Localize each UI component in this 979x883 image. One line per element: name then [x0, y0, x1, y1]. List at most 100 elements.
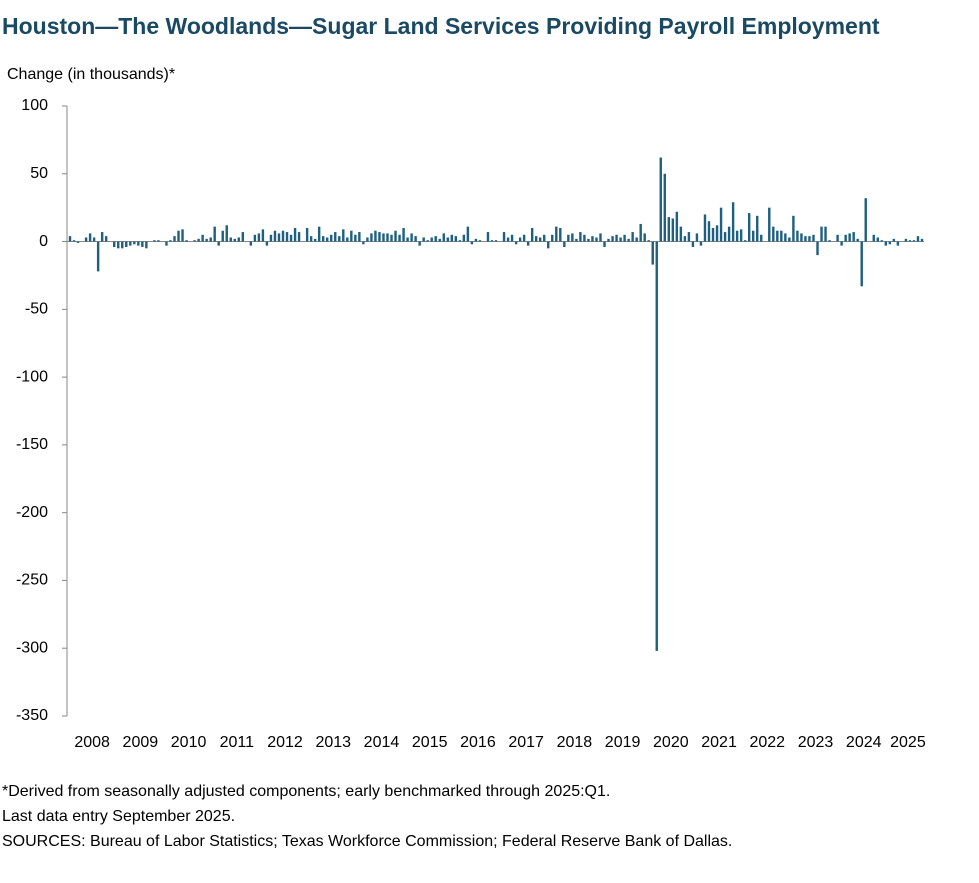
bar — [784, 233, 787, 242]
bar — [667, 217, 671, 242]
bar — [374, 230, 377, 242]
bar — [76, 241, 80, 243]
bar — [173, 236, 176, 242]
bar — [595, 237, 598, 242]
bar — [96, 241, 100, 272]
bar — [567, 234, 570, 242]
bar — [579, 232, 582, 242]
bar — [808, 236, 811, 242]
bar — [366, 237, 369, 242]
y-tick-label: -250 — [16, 572, 48, 589]
bar — [293, 228, 297, 242]
bar — [422, 237, 425, 242]
bar — [772, 226, 775, 242]
bar — [426, 240, 429, 242]
bar — [856, 238, 859, 242]
bar — [309, 236, 313, 242]
bar — [840, 241, 843, 246]
bar — [145, 241, 148, 249]
bar — [514, 241, 518, 245]
bar — [281, 230, 285, 242]
bar — [181, 229, 184, 242]
bar — [113, 241, 116, 247]
bar — [141, 241, 144, 247]
x-tick-label: 2014 — [364, 734, 400, 751]
bar — [691, 241, 695, 247]
x-tick-label: 2013 — [315, 734, 351, 751]
bar — [920, 238, 924, 242]
bar — [342, 229, 345, 242]
bar — [687, 232, 691, 242]
bar — [647, 240, 650, 242]
bar — [526, 241, 530, 246]
bar — [872, 234, 875, 242]
bar — [888, 241, 892, 245]
bar — [446, 237, 449, 242]
bar — [916, 236, 920, 242]
bar — [635, 237, 638, 242]
bar — [776, 230, 779, 242]
bar — [828, 240, 831, 242]
x-tick-label: 2010 — [171, 734, 207, 751]
bar — [884, 241, 888, 246]
bar — [474, 238, 478, 242]
bar — [313, 238, 317, 242]
bar — [880, 240, 884, 242]
bar — [671, 218, 675, 242]
bar — [896, 241, 900, 246]
bar — [611, 236, 614, 242]
y-tick-label: -100 — [16, 368, 48, 385]
bar — [169, 240, 172, 242]
bar — [627, 238, 630, 242]
y-tick-label: 100 — [21, 97, 48, 114]
y-tick-label: -350 — [16, 707, 48, 724]
bar — [386, 233, 389, 242]
y-tick-label: -150 — [16, 436, 48, 453]
bar — [100, 232, 104, 242]
bar — [193, 240, 196, 242]
bar — [876, 237, 879, 242]
source-note: SOURCES: Bureau of Labor Statistics; Tex… — [2, 833, 732, 850]
bar — [816, 241, 819, 256]
bar — [844, 234, 847, 242]
bar — [743, 240, 747, 242]
x-tick-label: 2023 — [798, 734, 834, 751]
bar — [470, 241, 474, 245]
bar — [153, 240, 156, 242]
bar — [587, 238, 590, 242]
bar — [699, 241, 703, 246]
x-tick-label: 2020 — [653, 734, 689, 751]
bar — [892, 238, 896, 242]
bar — [217, 241, 220, 246]
bar — [836, 234, 839, 242]
bar — [683, 236, 687, 242]
bar — [354, 234, 357, 242]
bar — [563, 241, 566, 247]
bar — [362, 241, 365, 245]
bar — [350, 230, 353, 242]
bar — [338, 236, 341, 242]
bar — [285, 232, 289, 242]
bar — [418, 241, 421, 246]
bar — [518, 237, 522, 242]
bar — [253, 234, 257, 242]
bar — [739, 229, 743, 242]
bar — [792, 215, 795, 242]
bar — [201, 234, 204, 242]
y-axis-label: Change (in thousands)* — [7, 66, 175, 83]
bar — [800, 233, 803, 242]
bar — [719, 207, 723, 242]
bar — [852, 232, 855, 242]
bar — [466, 226, 470, 242]
bar — [137, 241, 140, 246]
bar — [555, 226, 558, 242]
bar — [639, 223, 642, 242]
bar — [237, 237, 241, 242]
chart-title: Houston—The Woodlands—Sugar Land Service… — [2, 13, 880, 39]
bar — [177, 230, 180, 242]
bar — [788, 237, 791, 242]
bar — [209, 237, 212, 242]
bar — [257, 233, 261, 242]
bar — [358, 232, 361, 242]
